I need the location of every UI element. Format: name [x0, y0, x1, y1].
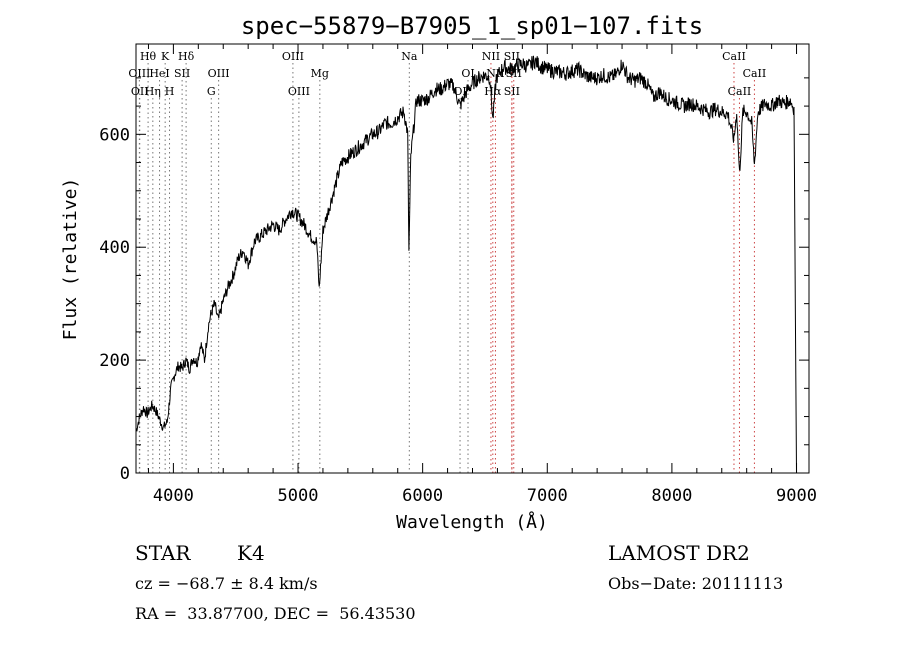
line-label: OIII — [208, 67, 230, 80]
object-class: STAR — [135, 541, 191, 565]
line-label: G — [207, 85, 216, 98]
survey-name: LAMOST DR2 — [608, 541, 750, 565]
x-tick-label: 8000 — [651, 486, 692, 506]
line-label: Na — [401, 50, 418, 63]
line-label: Hθ — [140, 50, 157, 63]
line-label: Hη — [145, 85, 161, 98]
subclass: K4 — [237, 541, 265, 565]
obs-date: Obs−Date: 20111113 — [608, 574, 784, 593]
x-axis: 4000 5000 6000 7000 8000 9000 — [147, 44, 817, 506]
line-label: SII — [174, 67, 190, 80]
spectrum-line — [135, 55, 797, 474]
coordinates: RA = 33.87700, DEC = 56.43530 — [135, 604, 416, 623]
x-tick-label: 7000 — [527, 486, 568, 506]
x-tick-label: 5000 — [278, 486, 319, 506]
line-label: SII — [504, 85, 520, 98]
y-axis-label: Flux (relative) — [60, 178, 81, 341]
line-label: HeI — [149, 67, 169, 80]
line-label: Hα — [484, 85, 502, 98]
line-label: CaII — [722, 50, 746, 63]
line-label: OIII — [128, 67, 150, 80]
line-label: OIII — [282, 50, 304, 63]
line-label: H — [165, 85, 175, 98]
chart-title: spec−55879−B7905_1_sp01−107.fits — [241, 12, 703, 40]
x-tick-label: 9000 — [776, 486, 817, 506]
line-label: CaII — [743, 67, 767, 80]
x-axis-label: Wavelength (Å) — [396, 511, 548, 533]
line-label: NII — [482, 50, 500, 63]
y-tick-label: 0 — [120, 464, 130, 484]
line-label: K — [161, 50, 170, 63]
redshift-readout: cz = −68.7 ± 8.4 km/s — [135, 574, 318, 593]
line-label: Mg — [311, 67, 329, 80]
line-label: OIII — [288, 85, 310, 98]
x-tick-label: 6000 — [402, 486, 443, 506]
y-tick-label: 600 — [99, 125, 130, 145]
x-tick-label: 4000 — [153, 486, 194, 506]
line-label: Hδ — [178, 50, 195, 63]
line-label: NII — [486, 67, 504, 80]
line-label: OII — [131, 85, 149, 98]
line-label: CaII — [728, 85, 752, 98]
y-tick-label: 400 — [99, 238, 130, 258]
y-tick-label: 200 — [99, 351, 130, 371]
y-axis: 0 200 400 600 — [99, 77, 809, 484]
line-label: SII — [504, 50, 520, 63]
line-label: OI — [461, 67, 474, 80]
